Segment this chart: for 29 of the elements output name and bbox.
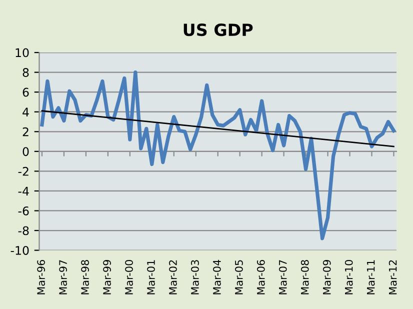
x-tick-label: Mar-03 bbox=[191, 260, 199, 294]
x-tick-label: Mar-97 bbox=[59, 260, 67, 294]
chart-title: US GDP bbox=[184, 23, 253, 36]
y-tick-label: 0 bbox=[22, 147, 29, 156]
x-tick-label: Mar-00 bbox=[125, 260, 133, 294]
y-tick-label: 2 bbox=[22, 127, 28, 136]
x-tick-label: Mar-10 bbox=[344, 260, 353, 294]
x-tick-label: Mar-07 bbox=[278, 260, 287, 294]
y-tick-label: 6 bbox=[22, 88, 29, 97]
x-tick-label: Mar-09 bbox=[322, 260, 331, 294]
x-tick-label: Mar-98 bbox=[81, 260, 89, 294]
x-tick-label: Mar-08 bbox=[300, 260, 309, 294]
x-tick-label: Mar-05 bbox=[234, 260, 243, 294]
x-tick-label: Mar-12 bbox=[388, 260, 397, 294]
y-tick-label: 10 bbox=[16, 48, 29, 58]
y-tick-label: -8 bbox=[18, 226, 29, 236]
x-tick-label: Mar-02 bbox=[169, 260, 177, 294]
x-tick-label: Mar-06 bbox=[256, 260, 265, 294]
x-tick-label: Mar-01 bbox=[147, 260, 155, 294]
y-tick-label: 4 bbox=[22, 108, 29, 116]
y-tick-label: -10 bbox=[10, 246, 29, 255]
x-tick-label: Mar-99 bbox=[103, 260, 111, 294]
y-tick-label: 8 bbox=[22, 68, 29, 77]
y-tick-label: -4 bbox=[18, 186, 29, 196]
x-tick-label: Mar-04 bbox=[213, 260, 221, 294]
y-tick-label: -2 bbox=[18, 166, 28, 176]
y-tick-label: -6 bbox=[18, 206, 29, 216]
x-tick-label: Mar-11 bbox=[367, 260, 375, 294]
x-tick-label: Mar-96 bbox=[37, 260, 46, 294]
